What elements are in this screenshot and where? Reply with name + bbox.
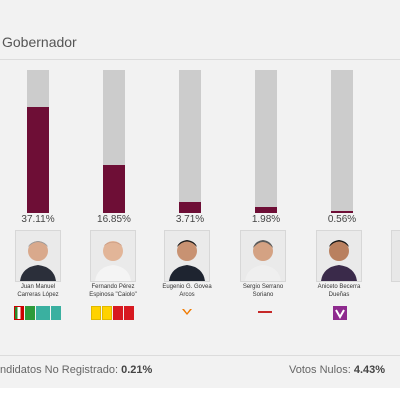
party-logo-icon (258, 311, 272, 313)
vote-bar (255, 70, 277, 213)
vote-bar-fill (103, 164, 125, 213)
party-logo-icon (333, 306, 347, 320)
movimiento-ciudadano-logo-icon (182, 309, 192, 315)
vote-percent: 37.11% (21, 214, 55, 225)
panal-logo-icon (36, 306, 50, 320)
vote-percent: 3.71% (175, 214, 205, 225)
candidate-name: Fernando Pérez Espinosa "Caiolo" (89, 284, 137, 298)
vote-bar (27, 70, 49, 213)
no-registrados-summary: ndidatos No Registrado: 0.21% (0, 364, 153, 376)
party-logos (91, 306, 134, 320)
candidate-name: Aniceto Becerra Dueñas (317, 284, 361, 298)
candidate-photo (15, 230, 61, 282)
pt-logo-icon (113, 306, 123, 320)
pvem-logo-icon (25, 306, 35, 320)
candidate-photo (316, 230, 362, 282)
party-logo-icon (124, 306, 134, 320)
candidate-photo (240, 230, 286, 282)
party-logo-icon (51, 306, 61, 320)
divider (0, 59, 400, 60)
vote-percent: 16.85% (97, 214, 131, 225)
candidate-name: Sergio Serrano Soriano (242, 284, 284, 298)
votos-nulos-summary: Votos Nulos: 4.43% (289, 364, 386, 376)
pri-logo-icon (14, 306, 24, 320)
vote-bar-fill (27, 106, 49, 213)
pan-logo-icon (102, 306, 112, 320)
vote-percent: 1.98% (251, 214, 281, 225)
vote-bar-fill (179, 202, 201, 213)
vote-bar (331, 70, 353, 213)
candidate-photo-partial (391, 230, 400, 282)
candidate-name: Juan Manuel Carreras López (17, 284, 59, 298)
prd-logo-icon (91, 306, 101, 320)
party-logos (14, 306, 61, 320)
vote-percent: 0.56% (327, 214, 357, 225)
divider (0, 355, 400, 356)
vote-bar (179, 70, 201, 213)
vote-bar-fill (255, 207, 277, 213)
candidate-name: Eugenio G. Govea Arcos (162, 284, 212, 298)
candidate-photo (90, 230, 136, 282)
candidate-photo (164, 230, 210, 282)
vote-bar (103, 70, 125, 213)
vote-bar-fill (331, 211, 353, 213)
page-title: Gobernador (2, 34, 77, 50)
